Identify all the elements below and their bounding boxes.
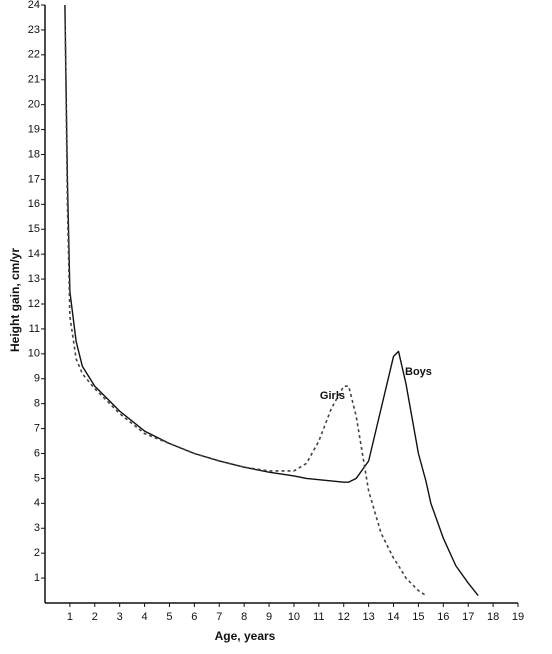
y-tick-label: 20 bbox=[28, 99, 40, 111]
y-tick-label: 8 bbox=[34, 398, 40, 410]
x-tick-label: 12 bbox=[338, 611, 350, 623]
x-tick-label: 4 bbox=[142, 611, 148, 623]
y-tick-label: 23 bbox=[28, 24, 40, 36]
x-axis-title: Age, years bbox=[215, 629, 276, 643]
x-tick-label: 2 bbox=[92, 611, 98, 623]
series-label: Girls bbox=[320, 390, 345, 402]
y-tick-label: 22 bbox=[28, 49, 40, 61]
x-tick-label: 1 bbox=[67, 611, 73, 623]
y-tick-label: 21 bbox=[28, 74, 40, 86]
y-axis-title: Height gain, cm/yr bbox=[8, 248, 22, 352]
y-tick-label: 13 bbox=[28, 273, 40, 285]
y-tick-label: 9 bbox=[34, 373, 40, 385]
x-tick-label: 8 bbox=[241, 611, 247, 623]
line-series bbox=[64, 4, 427, 597]
y-tick-label: 5 bbox=[34, 472, 40, 484]
y-tick-label: 10 bbox=[28, 348, 40, 360]
y-tick-label: 11 bbox=[29, 323, 40, 335]
x-tick-label: 15 bbox=[412, 611, 424, 623]
y-tick-label: 15 bbox=[28, 223, 40, 235]
x-tick-label: 13 bbox=[363, 611, 375, 623]
x-tick-label: 7 bbox=[216, 611, 222, 623]
y-tick-label: 12 bbox=[28, 298, 40, 310]
x-tick-label: 19 bbox=[512, 611, 524, 623]
y-tick-label: 17 bbox=[28, 173, 40, 185]
y-tick-label: 16 bbox=[28, 198, 40, 210]
y-tick-label: 6 bbox=[34, 447, 40, 459]
y-tick-label: 2 bbox=[34, 547, 40, 559]
y-tick-label: 4 bbox=[34, 497, 40, 509]
series-label: Boys bbox=[405, 366, 432, 378]
line-series bbox=[64, 4, 479, 596]
x-tick-label: 16 bbox=[437, 611, 449, 623]
x-tick-label: 18 bbox=[487, 611, 499, 623]
y-tick-label: 24 bbox=[28, 0, 40, 11]
x-tick-label: 14 bbox=[387, 611, 399, 623]
x-tick-label: 9 bbox=[266, 611, 272, 623]
x-tick-label: 6 bbox=[191, 611, 197, 623]
y-tick-label: 14 bbox=[28, 248, 40, 260]
y-tick-label: 1 bbox=[34, 572, 40, 584]
y-tick-label: 7 bbox=[34, 422, 40, 434]
x-tick-label: 3 bbox=[117, 611, 123, 623]
x-tick-label: 10 bbox=[288, 611, 300, 623]
y-tick-label: 3 bbox=[34, 522, 40, 534]
x-tick-label: 11 bbox=[313, 611, 324, 623]
y-tick-label: 19 bbox=[28, 123, 40, 135]
x-tick-label: 17 bbox=[462, 611, 474, 623]
x-tick-label: 5 bbox=[166, 611, 172, 623]
y-tick-label: 18 bbox=[28, 148, 40, 160]
